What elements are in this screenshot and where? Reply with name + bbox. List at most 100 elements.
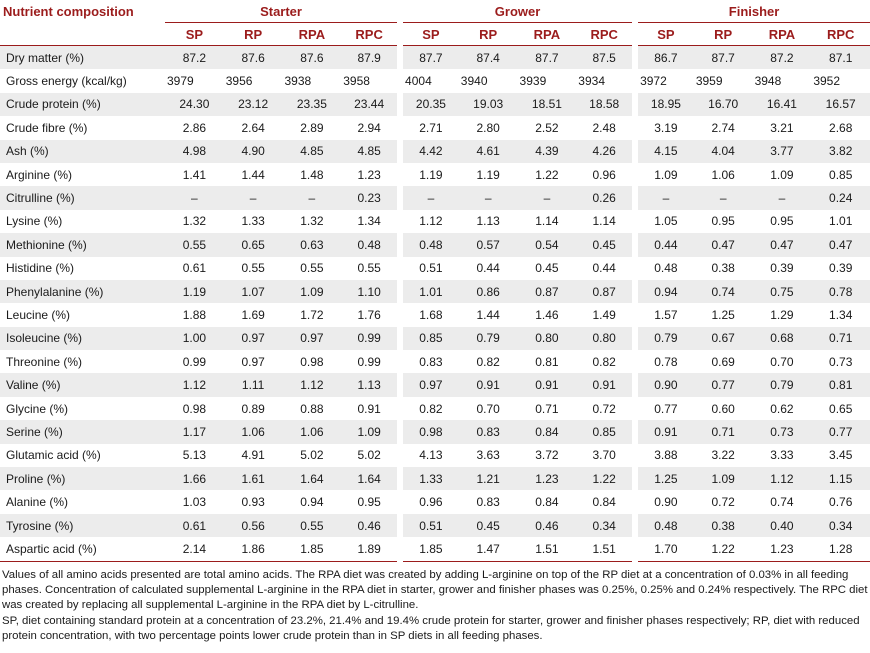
table-cell: 2.80 [476, 120, 500, 135]
table-cell: 1.72 [300, 307, 324, 322]
table-cell: 4.90 [223, 139, 283, 163]
table-cell: 0.48 [632, 256, 694, 280]
table-cell: 5.02 [357, 448, 381, 463]
table-cell: 1.33 [241, 214, 265, 229]
table-cell: 1.51 [517, 537, 577, 562]
table-cell: 4.39 [517, 139, 577, 163]
table-cell: 1.32 [182, 214, 207, 229]
table-cell: 87.7 [517, 45, 577, 70]
table-cell: 0.67 [693, 326, 753, 351]
table-cell: 0.48 [397, 233, 459, 257]
table-cell: 0.65 [829, 401, 853, 416]
table-cell: 1.23 [357, 167, 381, 182]
table-cell: 1.12 [397, 209, 459, 234]
table-cell: 87.6 [282, 45, 342, 70]
group-header-starter: Starter [165, 0, 401, 23]
table-cell: 1.48 [300, 167, 324, 182]
table-cell: 1.03 [182, 495, 207, 510]
table-cell: 0.84 [592, 495, 616, 510]
table-cell: 0.95 [770, 214, 794, 229]
table-cell: 0.34 [576, 513, 636, 538]
table-cell: 1.25 [632, 467, 694, 491]
table-cell: 1.05 [632, 209, 694, 234]
table-cell: 1.19 [165, 279, 224, 304]
table-cell: 0.34 [811, 513, 870, 538]
table-cell: 5.13 [182, 448, 207, 463]
table-cell: 0.70 [770, 354, 794, 369]
table-cell: 0.95 [357, 495, 381, 510]
table-cell: 0.99 [341, 326, 401, 351]
table-row: Methionine (%) 0.55 0.65 0.63 0.48 0.48 0.57 0.… [0, 233, 870, 257]
row-label: Gross energy (kcal/kg) [6, 74, 127, 89]
table-cell: 1.41 [182, 167, 207, 182]
table-cell: 0.90 [632, 373, 694, 397]
table-cell: 0.80 [517, 326, 577, 351]
table-row: Aspartic acid (%) 2.14 1.86 1.85 1.89 1.85 1.4… [0, 537, 870, 562]
table-cell: 0.38 [711, 261, 735, 276]
table-cell: 1.25 [711, 307, 735, 322]
table-row: Valine (%) 1.12 1.11 1.12 1.13 0.97 0.91 0.91 0.… [0, 373, 870, 397]
table-cell: 24.30 [165, 92, 224, 117]
table-cell: 1.12 [282, 373, 342, 397]
table-row: Dry matter (%) 87.2 87.6 87.6 87.9 87.7 87.4 87… [0, 45, 870, 70]
row-label: Tyrosine (%) [0, 513, 165, 538]
table-cell: 3958 [343, 74, 370, 89]
table-cell: 16.41 [752, 92, 812, 117]
table-cell: 2.86 [182, 120, 207, 135]
table-cell: 1.34 [357, 214, 381, 229]
table-cell: 1.46 [535, 307, 559, 322]
corner-header: Nutrient composition [3, 3, 134, 19]
row-label: Citrulline (%) [0, 186, 165, 210]
table-cell: 0.57 [458, 233, 518, 257]
table-cell: 3940 [460, 74, 488, 89]
table-cell: 1.00 [165, 326, 224, 351]
table-cell: 1.19 [397, 162, 459, 187]
table-cell: 0.44 [476, 261, 500, 276]
table-cell: 1.69 [241, 307, 265, 322]
table-cell: 0.72 [592, 401, 616, 416]
diet-header-blank [0, 22, 165, 46]
table-cell: 0.47 [752, 233, 812, 257]
table-cell: 23.44 [341, 92, 401, 117]
table-cell: 0.60 [711, 401, 735, 416]
table-cell: 0.94 [300, 495, 324, 510]
table-cell: 4004 [397, 69, 459, 93]
table-cell: 0.39 [770, 261, 794, 276]
table-cell: 0.39 [829, 261, 853, 276]
table-cell: 3959 [695, 74, 723, 89]
row-label: Alanine (%) [6, 495, 69, 510]
table-cell: 0.96 [592, 167, 616, 182]
table-cell: 4.04 [693, 139, 753, 163]
table-cell: 0.40 [752, 513, 812, 538]
table-cell: – [458, 186, 518, 210]
table-cell: – [282, 186, 342, 210]
row-label: Lysine (%) [6, 214, 63, 229]
table-cell: 0.94 [632, 279, 694, 304]
table-cell: 0.82 [592, 354, 616, 369]
group-header-finisher: Finisher [632, 0, 870, 23]
table-cell: 1.57 [632, 303, 694, 327]
table-cell: – [752, 186, 812, 210]
table-cell: 0.98 [397, 420, 459, 444]
nutrient-composition-table: Nutrient composition Starter Grower Fini… [0, 0, 870, 562]
table-cell: 5.02 [300, 448, 324, 463]
table-cell: 0.81 [811, 373, 870, 397]
table-row: Proline (%) 1.66 1.61 1.64 1.64 1.33 1.21 1.23 1… [0, 467, 870, 491]
table-cell: 0.38 [693, 513, 753, 538]
table-cell: 0.98 [182, 401, 207, 416]
table-cell: 1.10 [341, 279, 401, 304]
table-cell: 1.33 [397, 467, 459, 491]
table-cell: 0.89 [241, 401, 265, 416]
table-cell: 0.86 [458, 279, 518, 304]
table-cell: 3.22 [711, 448, 735, 463]
table-cell: 3.45 [829, 448, 853, 463]
table-cell: 1.17 [165, 420, 224, 444]
table-cell: 2.71 [397, 116, 459, 140]
table-row: Leucine (%) 1.88 1.69 1.72 1.76 1.68 1.44 1.46 1… [0, 303, 870, 327]
table-cell: 87.9 [341, 45, 401, 70]
table-cell: 0.80 [576, 326, 636, 351]
table-cell: 2.52 [535, 120, 559, 135]
table-cell: 0.76 [829, 495, 853, 510]
table-cell: 0.83 [458, 420, 518, 444]
